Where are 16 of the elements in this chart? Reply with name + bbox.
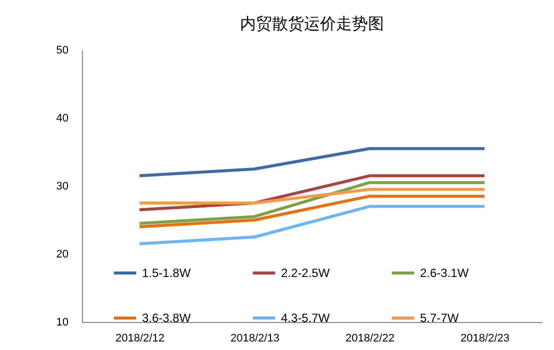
x-tick-label: 2018/2/23: [460, 332, 510, 344]
legend-label: 2.2-2.5W: [281, 266, 330, 280]
legend-label: 2.6-3.1W: [420, 266, 470, 280]
legend-label: 5.7-7W: [420, 311, 460, 325]
y-tick-label: 20: [56, 248, 68, 260]
legend-label: 3.6-3.8W: [142, 311, 192, 325]
y-tick-label: 40: [56, 112, 68, 124]
y-tick-label: 10: [56, 316, 68, 328]
y-tick-label: 30: [56, 180, 68, 192]
y-tick-label: 50: [56, 44, 68, 56]
chart-title: 内贸散货运价走势图: [240, 14, 384, 33]
x-tick-label: 2018/2/22: [346, 332, 394, 344]
legend-label: 4.3-5.7W: [281, 311, 330, 325]
legend-label: 1.5-1.8W: [142, 266, 192, 280]
x-tick-label: 2018/2/12: [116, 332, 164, 344]
x-tick-label: 2018/2/13: [230, 332, 280, 344]
